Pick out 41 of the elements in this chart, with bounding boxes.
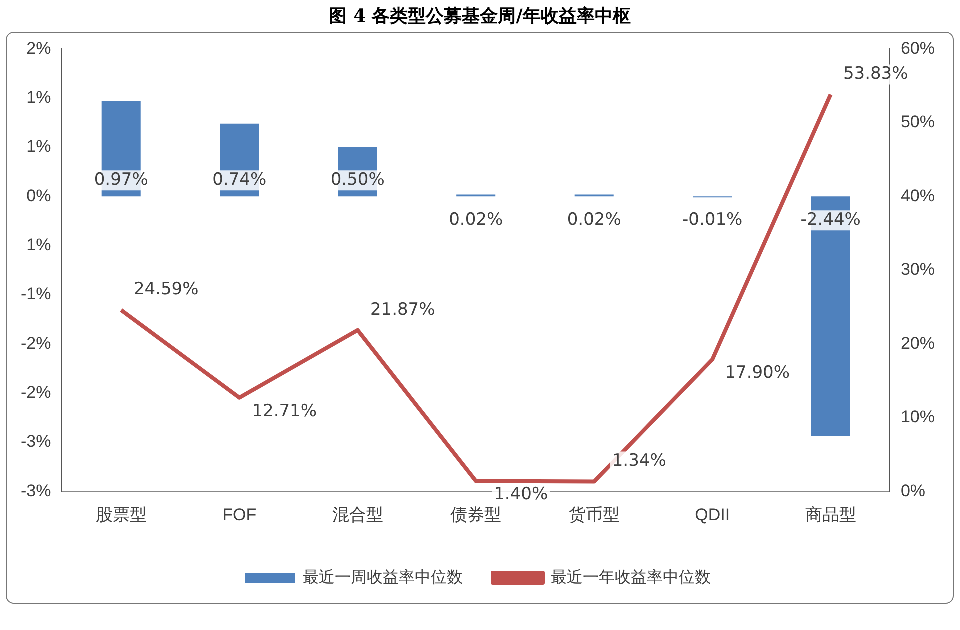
data-label: 21.87% [370, 300, 436, 320]
data-label: -2.44% [800, 210, 861, 230]
y-tick-label: 1% [26, 236, 52, 255]
x-tick-label: 债券型 [450, 505, 502, 524]
y-tick-label: 2% [26, 38, 52, 58]
x-tick-label: 混合型 [332, 505, 384, 524]
x-tick-label: FOF [222, 505, 257, 524]
data-label: -0.01% [682, 210, 743, 230]
y-tick-label: 1% [26, 88, 52, 108]
y2-tick-label: 50% [900, 112, 936, 132]
data-label: 1.34% [612, 451, 666, 472]
data-label: 17.90% [725, 363, 790, 384]
y-tick-label: 0% [26, 186, 52, 206]
x-tick-label: 股票型 [96, 505, 147, 524]
x-tick-label: 货币型 [568, 505, 620, 524]
y-tick-label: -2% [20, 334, 52, 353]
data-label: 24.59% [134, 280, 199, 300]
y2-tick-label: 60% [900, 38, 936, 58]
data-label: 0.02% [567, 210, 622, 230]
y2-tick-label: 40% [900, 186, 936, 206]
data-label: 0.02% [449, 210, 504, 230]
y-tick-label: -3% [20, 481, 52, 500]
data-label: 12.71% [252, 401, 318, 422]
chart-title: 图 4 各类型公募基金周/年收益率中枢 [328, 5, 632, 28]
y2-tick-label: 10% [900, 408, 936, 427]
x-tick-label: QDII [695, 505, 730, 524]
y-tick-label: -2% [20, 382, 52, 402]
data-label: 1.40% [494, 484, 548, 505]
y-tick-label: -3% [20, 432, 52, 452]
x-tick-label: 商品型 [805, 505, 856, 524]
data-label: 0.97% [94, 170, 148, 190]
y2-tick-label: 30% [900, 260, 936, 280]
y2-tick-label: 0% [900, 481, 926, 500]
data-label: 0.74% [212, 170, 267, 190]
data-label: 53.83% [843, 64, 908, 84]
legend-label: 最近一周收益率中位数 [303, 568, 463, 586]
legend-label: 最近一年收益率中位数 [551, 568, 711, 586]
y-tick-label: 1% [26, 137, 52, 156]
data-label: 0.50% [330, 170, 385, 190]
y2-tick-label: 20% [900, 334, 936, 353]
y-tick-label: -1% [20, 284, 52, 304]
